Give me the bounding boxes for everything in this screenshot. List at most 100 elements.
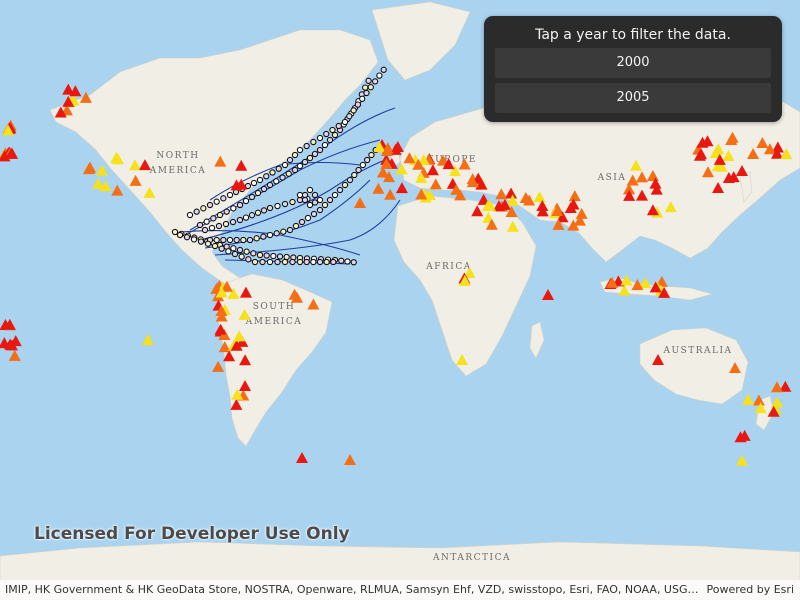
hurricane-point[interactable] <box>246 236 254 244</box>
earthquake-marker[interactable] <box>646 170 659 182</box>
earthquake-marker[interactable] <box>215 286 228 298</box>
earthquake-marker[interactable] <box>652 354 664 365</box>
earthquake-marker[interactable] <box>376 166 389 178</box>
earthquake-marker[interactable] <box>2 124 15 136</box>
hurricane-point[interactable] <box>316 134 324 142</box>
earthquake-marker[interactable] <box>635 171 648 183</box>
earthquake-marker[interactable] <box>227 288 240 300</box>
hurricane-point[interactable] <box>301 191 309 199</box>
hurricane-point[interactable] <box>301 196 309 204</box>
hurricane-point[interactable] <box>363 89 370 97</box>
earthquake-marker[interactable] <box>354 197 366 208</box>
hurricane-point[interactable] <box>296 162 304 170</box>
earthquake-marker[interactable] <box>415 171 428 183</box>
earthquake-marker[interactable] <box>296 452 308 463</box>
earthquake-marker[interactable] <box>567 198 580 210</box>
hurricane-point[interactable] <box>256 176 264 184</box>
hurricane-point[interactable] <box>286 156 294 164</box>
hurricane-point[interactable] <box>329 126 336 134</box>
hurricane-point[interactable] <box>251 258 259 266</box>
hurricane-point[interactable] <box>362 84 369 91</box>
earthquake-marker[interactable] <box>763 143 776 155</box>
hurricane-point[interactable] <box>211 242 219 250</box>
hurricane-point[interactable] <box>346 176 354 184</box>
hurricane-point[interactable] <box>311 150 319 158</box>
hurricane-point[interactable] <box>266 181 274 189</box>
hurricane-point[interactable] <box>263 173 270 180</box>
earthquake-marker[interactable] <box>458 158 471 170</box>
earthquake-marker[interactable] <box>143 186 156 198</box>
earthquake-marker[interactable] <box>463 266 476 278</box>
earthquake-marker[interactable] <box>702 166 715 178</box>
hurricane-point[interactable] <box>286 226 294 234</box>
hurricane-point[interactable] <box>245 256 252 263</box>
earthquake-marker[interactable] <box>223 350 236 362</box>
hurricane-point[interactable] <box>351 171 358 179</box>
earthquake-marker[interactable] <box>696 136 709 148</box>
earthquake-marker[interactable] <box>712 143 725 155</box>
hurricane-point[interactable] <box>213 236 220 244</box>
earthquake-marker[interactable] <box>631 279 644 291</box>
earthquake-marker[interactable] <box>129 174 142 186</box>
hurricane-point[interactable] <box>292 222 300 230</box>
hurricane-point[interactable] <box>197 238 205 245</box>
earthquake-marker[interactable] <box>5 339 18 351</box>
hurricane-point[interactable] <box>310 210 318 218</box>
earthquake-marker[interactable] <box>403 152 416 164</box>
hurricane-point[interactable] <box>355 166 362 174</box>
earthquake-marker[interactable] <box>82 163 95 175</box>
earthquake-marker[interactable] <box>215 310 228 322</box>
hurricane-point[interactable] <box>298 218 306 226</box>
earthquake-marker[interactable] <box>380 144 393 156</box>
hurricane-point[interactable] <box>244 182 252 190</box>
earthquake-marker[interactable] <box>483 199 496 211</box>
earthquake-marker[interactable] <box>729 362 741 373</box>
hurricane-point[interactable] <box>316 196 324 204</box>
hurricane-point[interactable] <box>190 236 198 243</box>
hurricane-point[interactable] <box>359 161 367 169</box>
earthquake-marker[interactable] <box>239 380 252 392</box>
hurricane-point[interactable] <box>283 253 290 261</box>
earthquake-marker[interactable] <box>606 276 619 288</box>
hurricane-point[interactable] <box>250 179 258 187</box>
earthquake-marker[interactable] <box>456 354 468 365</box>
hurricane-point[interactable] <box>240 236 247 244</box>
hurricane-point[interactable] <box>367 84 374 91</box>
hurricane-point[interactable] <box>233 236 240 244</box>
hurricane-point[interactable] <box>306 201 314 209</box>
hurricane-point[interactable] <box>274 258 281 266</box>
earthquake-marker[interactable] <box>395 163 408 175</box>
hurricane-point[interactable] <box>236 246 244 254</box>
hurricane-point[interactable] <box>371 78 379 85</box>
hurricane-point[interactable] <box>350 259 357 266</box>
hurricane-point[interactable] <box>376 72 383 79</box>
hurricane-point[interactable] <box>291 151 299 159</box>
earthquake-marker[interactable] <box>238 308 251 320</box>
earthquake-marker[interactable] <box>552 218 565 230</box>
hurricane-point[interactable] <box>269 169 276 176</box>
earthquake-marker[interactable] <box>215 305 228 317</box>
hurricane-point[interactable] <box>248 193 256 201</box>
earthquake-marker[interactable] <box>505 187 518 199</box>
hurricane-point[interactable] <box>275 165 282 172</box>
hurricane-point[interactable] <box>336 186 344 194</box>
earthquake-marker[interactable] <box>734 431 747 443</box>
earthquake-marker[interactable] <box>79 91 92 103</box>
hurricane-point[interactable] <box>344 258 351 265</box>
hurricane-point[interactable] <box>266 204 274 212</box>
earthquake-marker[interactable] <box>658 286 671 298</box>
earthquake-marker[interactable] <box>429 178 442 190</box>
hurricane-point[interactable] <box>338 257 345 264</box>
hurricane-point[interactable] <box>331 131 339 139</box>
earthquake-marker[interactable] <box>649 177 662 189</box>
hurricane-point[interactable] <box>330 258 337 266</box>
hurricane-point[interactable] <box>213 198 220 205</box>
earthquake-marker[interactable] <box>498 198 511 210</box>
earthquake-marker[interactable] <box>92 177 105 189</box>
hurricane-point[interactable] <box>226 191 234 199</box>
earthquake-marker[interactable] <box>454 189 467 201</box>
earthquake-marker[interactable] <box>235 178 248 190</box>
earthquake-marker[interactable] <box>395 182 408 194</box>
hurricane-point[interactable] <box>273 230 280 237</box>
hurricane-point[interactable] <box>289 198 296 206</box>
